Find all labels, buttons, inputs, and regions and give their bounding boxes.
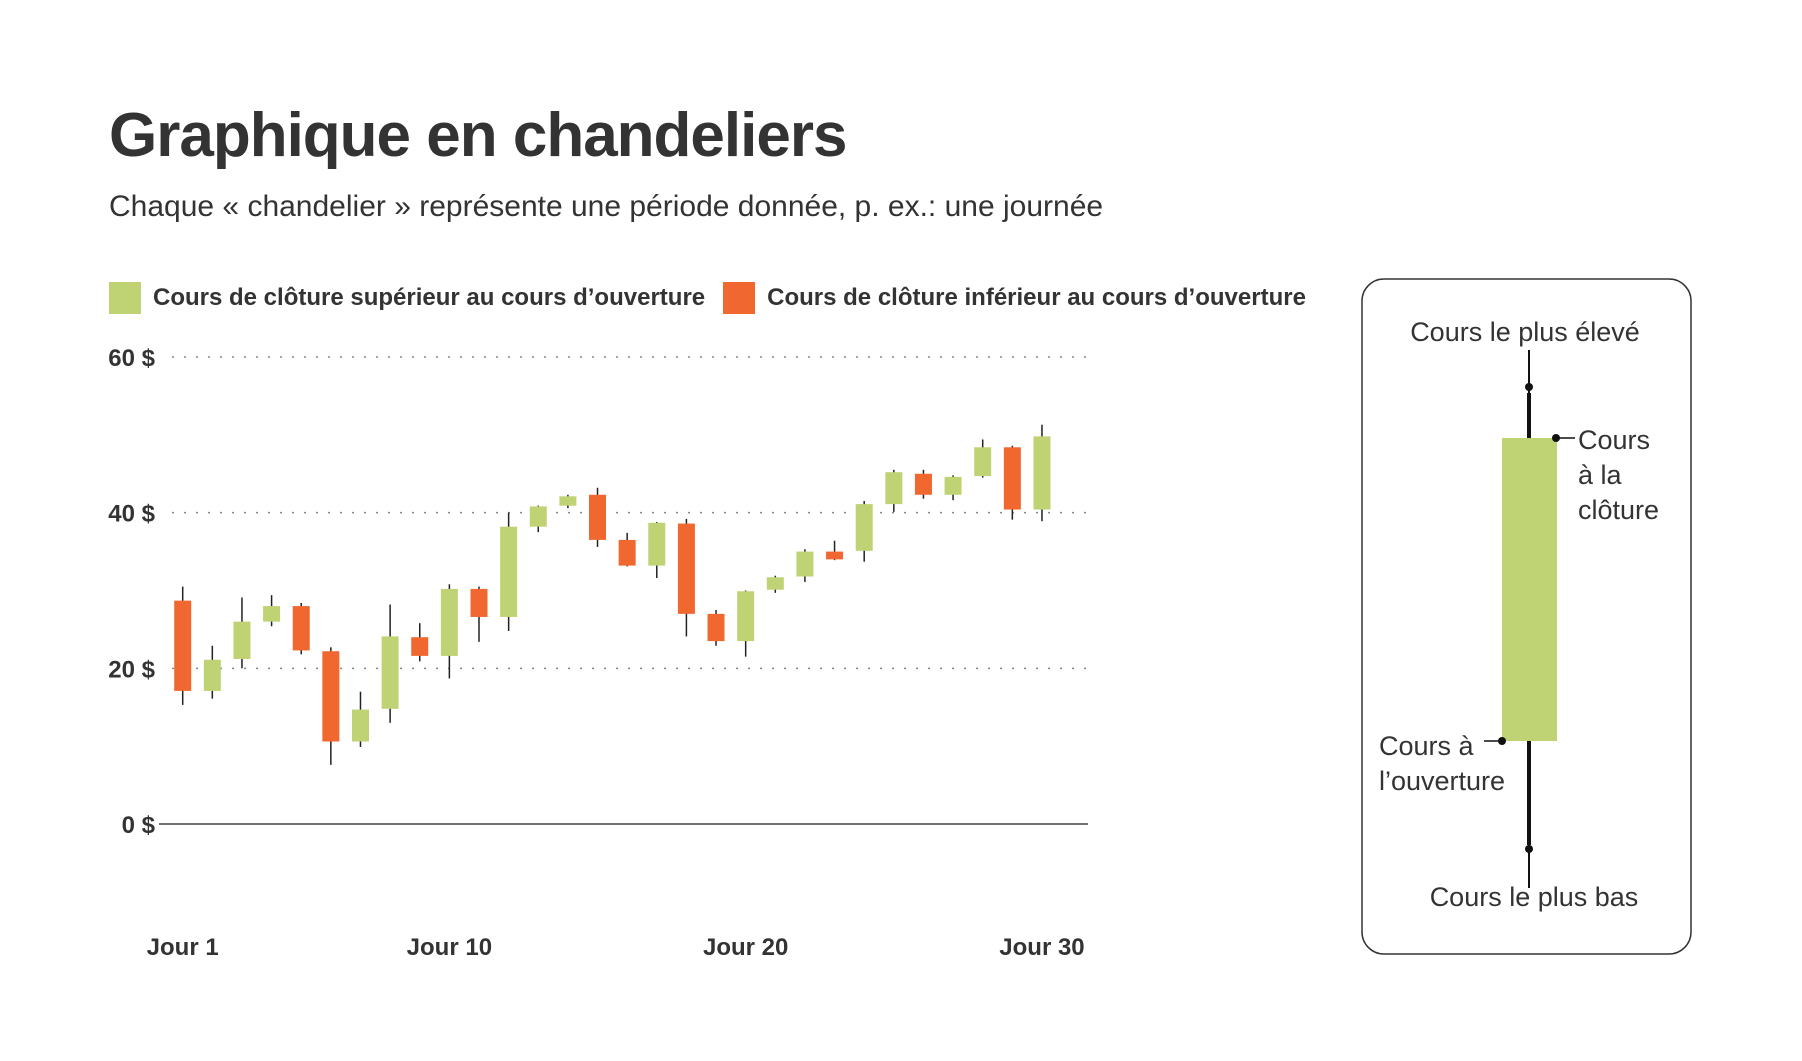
x-tick-label: Jour 30 <box>999 934 1084 961</box>
candle-body-up <box>559 496 577 506</box>
candle <box>648 522 666 579</box>
candle-body-up <box>648 522 666 566</box>
candle-body-up <box>233 621 251 659</box>
x-tick-label: Jour 10 <box>407 934 492 961</box>
candle <box>677 518 695 637</box>
candle-body-up <box>944 476 962 495</box>
candle <box>351 691 369 747</box>
key-close-label-3: clôture <box>1578 495 1659 525</box>
key-open-label-1: Cours à <box>1379 731 1475 761</box>
candle-body-down <box>292 606 310 651</box>
candle-body-down <box>470 588 488 617</box>
candle-body-up <box>796 551 814 577</box>
candle <box>885 469 903 512</box>
candle-body-up <box>351 709 369 742</box>
candle <box>440 584 458 679</box>
candle <box>529 505 547 533</box>
candle <box>589 487 607 547</box>
candle <box>737 590 755 657</box>
candle-body-up <box>203 659 221 691</box>
candle-body-up <box>440 588 458 656</box>
candle <box>766 575 784 593</box>
legend-swatch-down <box>723 282 756 314</box>
candle-body-down <box>1003 447 1021 510</box>
candle <box>411 623 429 662</box>
candle-body-up <box>500 526 518 617</box>
legend-label-up: Cours de clôture supérieur au cours d’ou… <box>153 284 706 311</box>
y-tick-label: 20 $ <box>108 656 155 683</box>
candle <box>322 647 340 765</box>
key-high-dot <box>1525 383 1533 391</box>
legend: Cours de clôture supérieur au cours d’ou… <box>109 282 1324 314</box>
candle-body-up <box>974 447 992 477</box>
candle <box>381 604 399 723</box>
candle-body-down <box>707 613 725 642</box>
key-candle-body <box>1502 438 1557 741</box>
key-open-label-2: l’ouverture <box>1379 766 1505 796</box>
candle <box>1033 424 1051 522</box>
candle-body-down <box>322 651 340 742</box>
candle <box>707 609 725 646</box>
legend-label-down: Cours de clôture inférieur au cours d’ou… <box>767 284 1306 311</box>
y-tick-label: 40 $ <box>108 501 155 528</box>
key-close-label-1: Cours <box>1578 425 1650 455</box>
candle <box>796 549 814 582</box>
candle <box>174 586 192 705</box>
legend-swatch-up <box>109 282 141 314</box>
candle <box>292 602 310 655</box>
candle <box>974 439 992 478</box>
candle-body-up <box>766 577 784 590</box>
candle-body-up <box>263 606 281 622</box>
candle <box>203 645 221 699</box>
candle-body-down <box>914 473 932 495</box>
candle <box>826 540 844 561</box>
candle-body-down <box>618 539 636 566</box>
candle-body-down <box>677 523 695 614</box>
key-low-dot <box>1525 845 1533 853</box>
candle-key: Cours le plus élevé Cours à la clôture C… <box>1361 278 1692 955</box>
candle <box>855 500 873 562</box>
x-tick-label: Jour 1 <box>147 934 219 961</box>
legend-item-up: Cours de clôture supérieur au cours d’ou… <box>109 282 705 314</box>
candle-body-up <box>529 506 547 527</box>
chart-subtitle: Chaque « chandelier » représente une pér… <box>109 190 1104 223</box>
candle <box>1003 445 1021 520</box>
key-low-label: Cours le plus bas <box>1430 882 1639 912</box>
x-tick-label: Jour 20 <box>703 934 788 961</box>
candle <box>914 469 932 499</box>
candle <box>470 586 488 642</box>
y-tick-label: 0 $ <box>122 812 156 839</box>
candle-body-down <box>589 494 607 540</box>
candle-body-up <box>737 591 755 642</box>
candle-body-up <box>1033 436 1051 510</box>
candle <box>263 595 281 627</box>
candle-body-down <box>174 600 192 691</box>
key-high-label: Cours le plus élevé <box>1410 317 1640 347</box>
y-tick-label: 60 $ <box>108 345 155 372</box>
legend-item-down: Cours de clôture inférieur au cours d’ou… <box>723 282 1306 314</box>
candle-body-up <box>855 504 873 551</box>
candle <box>500 512 518 631</box>
candle <box>618 532 636 567</box>
candle-body-down <box>411 637 429 656</box>
candle-body-up <box>885 472 903 505</box>
chart-title: Graphique en chandeliers <box>109 101 847 170</box>
candle <box>944 475 962 501</box>
key-close-label-2: à la <box>1578 460 1623 490</box>
candle-body-up <box>381 636 399 709</box>
candle <box>233 597 251 669</box>
candle <box>559 494 577 508</box>
candle-body-down <box>826 551 844 560</box>
key-frame <box>1361 278 1692 955</box>
